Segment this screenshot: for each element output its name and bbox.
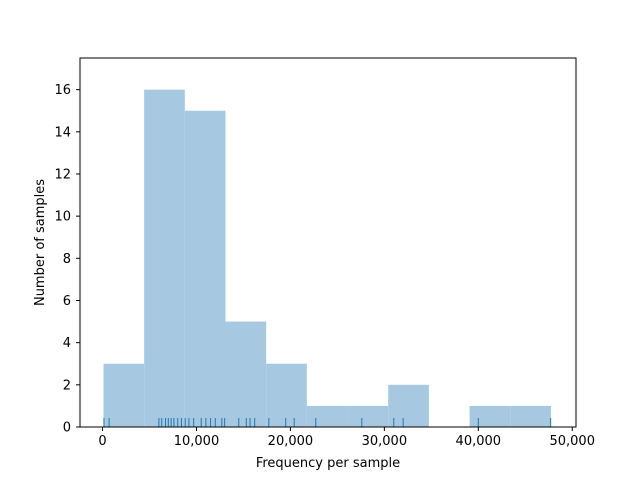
y-tick-label: 0 xyxy=(63,421,71,436)
y-tick-label: 14 xyxy=(54,125,71,140)
x-tick-label: 10,000 xyxy=(174,434,220,449)
x-tick-label: 20,000 xyxy=(268,434,314,449)
y-tick-label: 8 xyxy=(63,252,71,267)
histogram-bar xyxy=(347,405,389,427)
x-tick-label: 40,000 xyxy=(456,434,502,449)
x-axis-label: Frequency per sample xyxy=(256,456,400,471)
histogram-bar xyxy=(144,89,185,427)
histogram-bar xyxy=(225,321,267,427)
y-axis-ticks: 0 2 4 6 8 10 12 14 16 xyxy=(54,83,80,436)
y-tick-label: 2 xyxy=(63,378,71,393)
histogram-bar xyxy=(306,405,348,427)
x-tick-label: 30,000 xyxy=(362,434,408,449)
y-tick-label: 16 xyxy=(54,83,71,98)
x-tick-label: 0 xyxy=(98,434,106,449)
rug-layer xyxy=(103,418,552,427)
histogram-bar xyxy=(510,405,551,427)
y-tick-label: 12 xyxy=(54,167,71,182)
y-tick-label: 4 xyxy=(63,336,71,351)
y-tick-label: 10 xyxy=(54,210,71,225)
plot-frame xyxy=(79,57,577,428)
x-axis-ticks: 0 10,000 20,000 30,000 40,000 50,000 xyxy=(98,427,595,449)
y-axis-label: Number of samples xyxy=(33,179,48,306)
histogram-bar xyxy=(184,110,226,427)
x-tick-label: 50,000 xyxy=(549,434,595,449)
y-tick-label: 6 xyxy=(63,294,71,309)
histogram-bar xyxy=(266,363,307,427)
bars-layer xyxy=(103,89,551,427)
histogram-bar xyxy=(388,384,429,427)
histogram-bar xyxy=(103,363,145,427)
histogram-bar xyxy=(469,405,511,427)
